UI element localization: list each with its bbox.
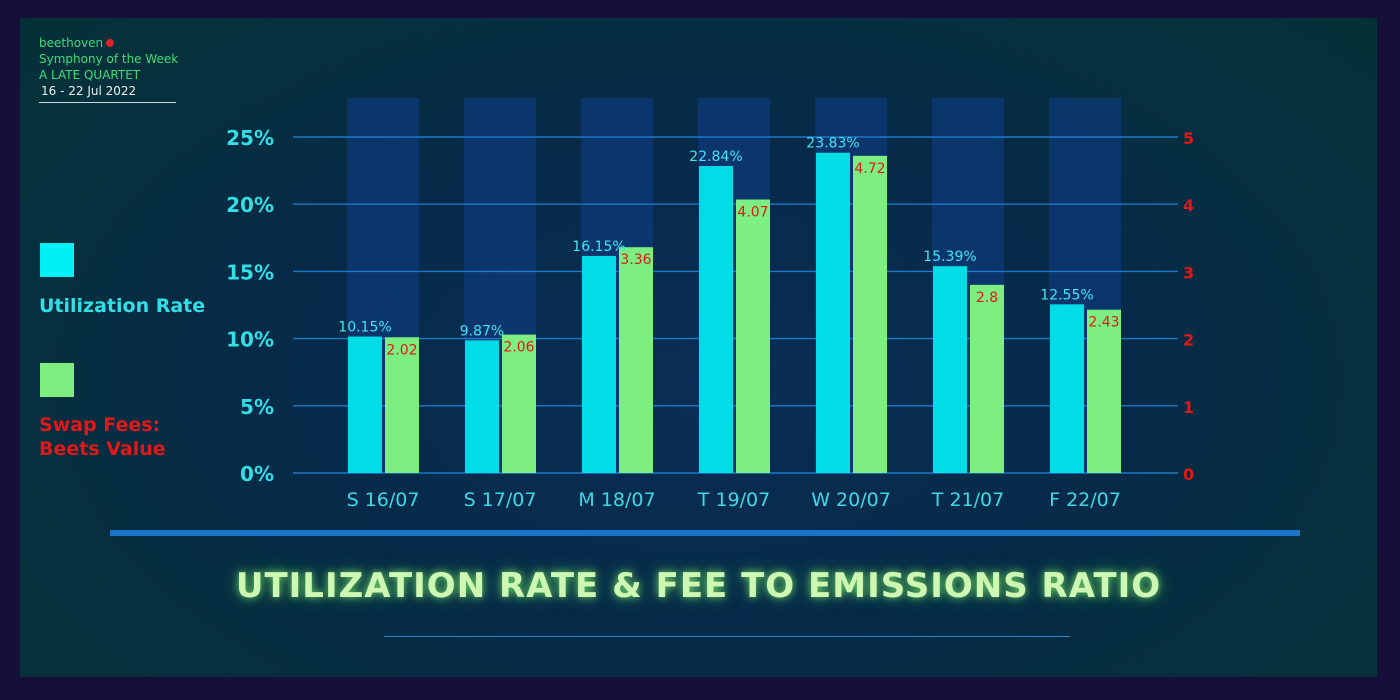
utilization-data-label: 10.15%: [338, 320, 391, 336]
brand-name: beethoven: [39, 35, 178, 51]
utilization-bar: [465, 340, 499, 473]
legend-label-utilization: Utilization Rate: [39, 294, 205, 318]
x-tick-label: W 20/07: [811, 489, 891, 511]
utilization-data-label: 15.39%: [923, 249, 976, 265]
swap-fees-data-label: 2.43: [1088, 315, 1119, 331]
legend-swatch-swap-fees: [40, 363, 74, 397]
brand-divider: [39, 102, 176, 103]
utilization-data-label: 9.87%: [460, 323, 504, 339]
x-tick-label: M 18/07: [578, 489, 655, 511]
y-right-tick-label: 4: [1183, 196, 1194, 215]
utilization-bar: [933, 266, 967, 473]
utilization-bar: [348, 336, 382, 473]
y-right-tick-label: 5: [1183, 129, 1194, 148]
brand-logo-icon: [106, 39, 115, 47]
x-tick-label: S 17/07: [464, 489, 537, 511]
swap-fees-data-label: 4.72: [854, 161, 885, 177]
brand-block: beethoven Symphony of the Week A LATE QU…: [39, 35, 178, 99]
swap-fees-bar: [970, 284, 1004, 473]
swap-fees-bar: [1087, 309, 1121, 473]
bar-chart: 0% 5% 10% 15% 20% 25% 0 1 2 3 4 5 10.15% 2.02 S 16/07 9…: [226, 98, 1194, 511]
y-right-tick-label: 0: [1183, 465, 1194, 484]
x-tick-label: F 22/07: [1049, 489, 1121, 511]
legend-label-swap-fees: Swap Fees: Beets Value: [39, 413, 166, 461]
y-left-tick-label: 15%: [226, 260, 274, 284]
y-left-tick-label: 25%: [226, 126, 274, 150]
section-divider: [110, 530, 1300, 536]
legend-label-utilization-line1: Utilization Rate: [39, 295, 206, 317]
x-tick-label: T 21/07: [931, 489, 1004, 511]
y-left-tick-label: 10%: [226, 328, 274, 352]
brand-subtitle: Symphony of the Week: [39, 52, 179, 66]
swap-fees-data-label: 4.07: [737, 204, 768, 220]
x-tick-label: S 16/07: [347, 489, 420, 511]
swap-fees-bar: [736, 199, 770, 473]
utilization-data-label: 22.84%: [689, 149, 742, 165]
brand-series-name: A LATE QUARTET: [39, 68, 141, 82]
y-left-tick-label: 5%: [240, 395, 274, 419]
swap-fees-data-label: 3.36: [620, 252, 651, 268]
y-right-tick-label: 3: [1183, 263, 1194, 282]
y-left-tick-label: 20%: [226, 193, 274, 217]
swap-fees-data-label: 2.06: [503, 340, 534, 356]
utilization-bar: [1050, 304, 1084, 473]
swap-fees-bar: [619, 247, 653, 473]
legend-label-swap-fees-line1: Swap Fees:: [39, 414, 161, 436]
utilization-data-label: 23.83%: [806, 136, 859, 152]
chart-title: UTILIZATION RATE & FEE TO EMISSIONS RATI…: [235, 566, 1162, 606]
date-range: 16 - 22 Jul 2022: [41, 84, 137, 98]
swap-fees-bar: [502, 334, 536, 473]
title-underline: [384, 636, 1070, 637]
swap-fees-data-label: 2.02: [386, 342, 417, 358]
swap-fees-bar: [385, 337, 419, 473]
utilization-data-label: 12.55%: [1040, 287, 1093, 303]
utilization-bar: [816, 152, 850, 473]
y-left-tick-label: 0%: [240, 462, 274, 486]
y-right-tick-label: 2: [1183, 331, 1194, 350]
swap-fees-data-label: 2.8: [976, 290, 998, 306]
chart-card: beethoven Symphony of the Week A LATE QU…: [20, 18, 1377, 677]
x-tick-label: T 19/07: [697, 489, 770, 511]
legend-swatch-utilization: [40, 243, 74, 277]
legend-label-swap-fees-line2: Beets Value: [39, 438, 166, 460]
brand-name-text: beethoven: [39, 36, 104, 50]
utilization-bar: [582, 255, 616, 473]
swap-fees-bar: [853, 155, 887, 474]
y-right-tick-label: 1: [1183, 398, 1194, 417]
utilization-data-label: 16.15%: [572, 239, 625, 255]
utilization-bar: [699, 166, 733, 473]
